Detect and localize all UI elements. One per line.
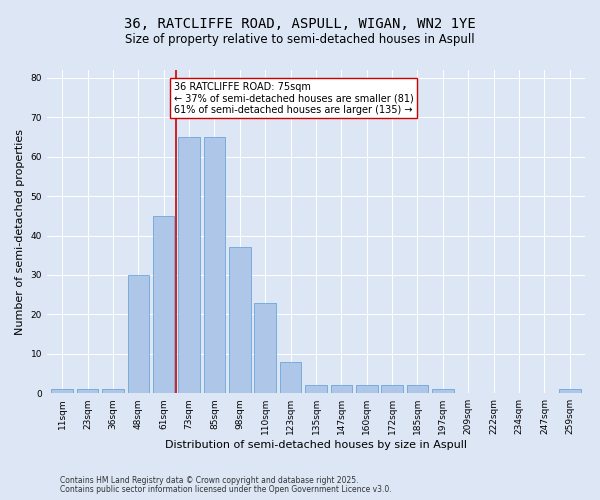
Text: Size of property relative to semi-detached houses in Aspull: Size of property relative to semi-detach… [125, 32, 475, 46]
Bar [432, 390, 454, 393]
Bar [407, 386, 428, 393]
Bar [128, 275, 149, 393]
Bar [280, 362, 301, 393]
Text: 36, RATCLIFFE ROAD, ASPULL, WIGAN, WN2 1YE: 36, RATCLIFFE ROAD, ASPULL, WIGAN, WN2 1… [124, 18, 476, 32]
Bar [254, 302, 276, 393]
Bar [229, 248, 251, 393]
Y-axis label: Number of semi-detached properties: Number of semi-detached properties [15, 128, 25, 334]
Text: Contains public sector information licensed under the Open Government Licence v3: Contains public sector information licen… [60, 484, 392, 494]
Bar [331, 386, 352, 393]
Bar [305, 386, 327, 393]
Bar [382, 386, 403, 393]
Bar [77, 390, 98, 393]
Bar [178, 137, 200, 393]
Bar [203, 137, 225, 393]
X-axis label: Distribution of semi-detached houses by size in Aspull: Distribution of semi-detached houses by … [165, 440, 467, 450]
Text: 36 RATCLIFFE ROAD: 75sqm
← 37% of semi-detached houses are smaller (81)
61% of s: 36 RATCLIFFE ROAD: 75sqm ← 37% of semi-d… [174, 82, 413, 115]
Bar [153, 216, 175, 393]
Text: Contains HM Land Registry data © Crown copyright and database right 2025.: Contains HM Land Registry data © Crown c… [60, 476, 359, 485]
Bar [52, 390, 73, 393]
Bar [102, 390, 124, 393]
Bar [356, 386, 377, 393]
Bar [559, 390, 581, 393]
